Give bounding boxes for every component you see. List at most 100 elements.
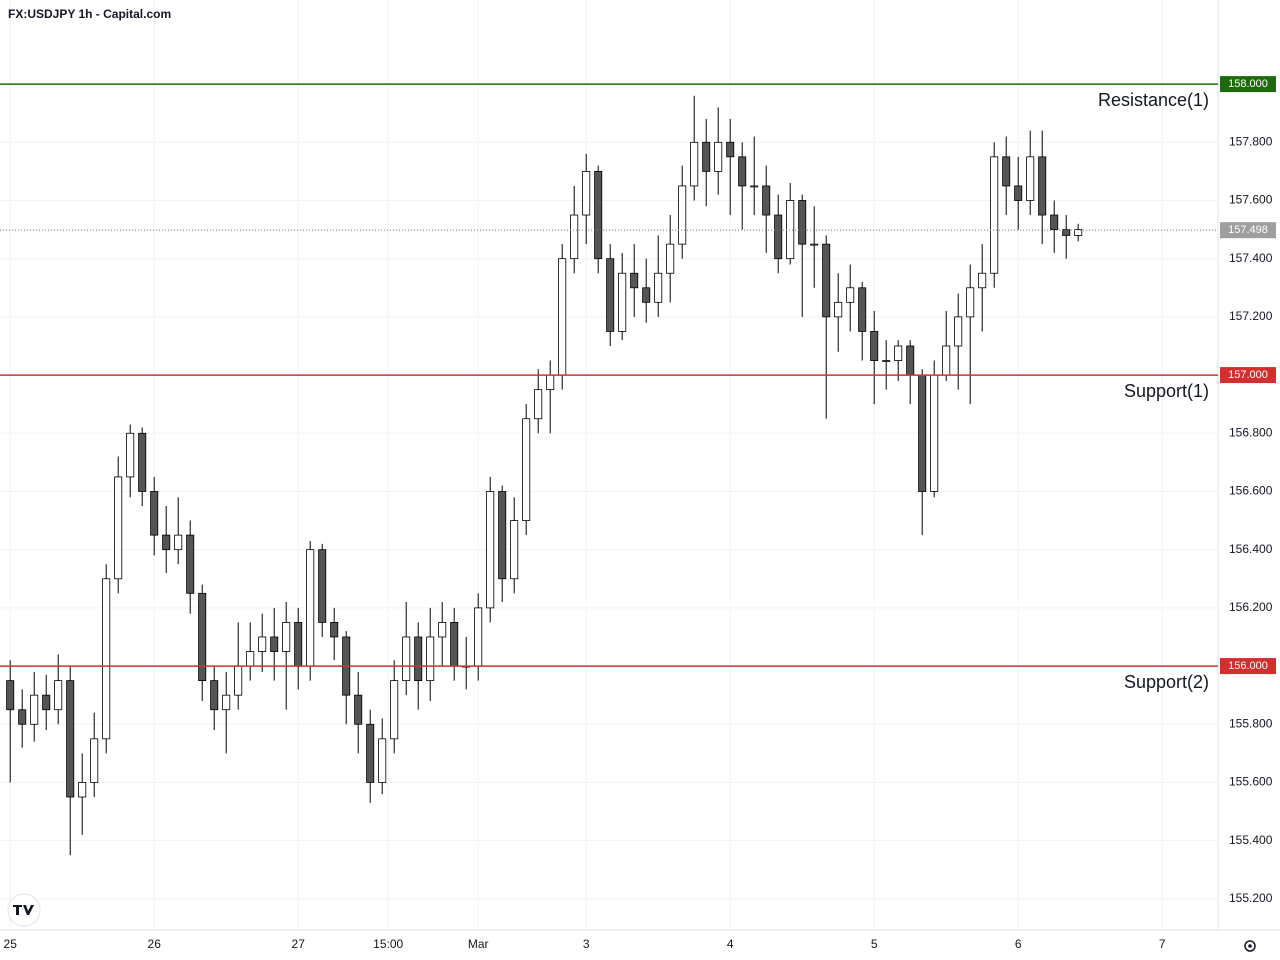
candle-body xyxy=(186,534,195,594)
candle-body xyxy=(114,476,123,580)
candle-body xyxy=(702,141,711,172)
y-tick-label: 155.800 xyxy=(1229,716,1273,730)
candle-body xyxy=(1002,156,1011,187)
logo xyxy=(7,893,41,927)
y-tick-label: 156.800 xyxy=(1229,425,1273,439)
y-tick-label: 155.200 xyxy=(1229,891,1273,905)
candle-body xyxy=(726,141,735,158)
candle-body xyxy=(246,651,255,667)
candle-body xyxy=(834,301,843,318)
candle-body xyxy=(126,432,135,478)
candle-body xyxy=(366,723,375,783)
candle-body xyxy=(354,694,363,725)
candle-body xyxy=(858,287,867,332)
candle-body xyxy=(978,272,987,289)
y-tick-label: 157.600 xyxy=(1229,193,1273,207)
candle-body xyxy=(330,622,339,638)
candle-body xyxy=(1074,229,1083,236)
candle-body xyxy=(690,141,699,187)
marks xyxy=(6,95,1083,856)
candle-body xyxy=(810,243,819,246)
candle-body xyxy=(198,592,207,682)
candle-body xyxy=(678,185,687,245)
candle-body xyxy=(498,491,507,580)
candle-body xyxy=(630,272,639,289)
candle-body xyxy=(318,549,327,623)
x-tick-label: 7 xyxy=(1159,937,1166,951)
x-tick-label: 15:00 xyxy=(373,937,403,951)
candle-body xyxy=(1026,156,1035,201)
candle-body xyxy=(942,345,951,376)
settings-icon[interactable] xyxy=(1244,940,1256,952)
candle-body xyxy=(534,389,543,420)
y-tick-label: 155.600 xyxy=(1229,775,1273,789)
candle-body xyxy=(1014,185,1023,201)
candle-body xyxy=(6,680,15,711)
candle-body xyxy=(714,141,723,172)
candle-body xyxy=(738,156,747,187)
y-tick-label: 156.600 xyxy=(1229,484,1273,498)
candle-body xyxy=(450,622,459,667)
candle-body xyxy=(510,520,519,580)
y-tick-label: 157.200 xyxy=(1229,309,1273,323)
level-name: Support(2) xyxy=(1124,672,1209,692)
y-tick-label: 156.400 xyxy=(1229,542,1273,556)
candle-body xyxy=(270,636,279,652)
candle-body xyxy=(750,185,759,188)
x-tick-label: 4 xyxy=(727,937,734,951)
candle-body xyxy=(102,578,111,740)
candle-body xyxy=(78,782,87,798)
candle-body xyxy=(906,345,915,376)
candle-body xyxy=(582,170,591,216)
last-price-box xyxy=(1220,222,1276,239)
candle-body xyxy=(222,694,231,711)
candle-body xyxy=(474,607,483,667)
y-tick-label: 156.200 xyxy=(1229,600,1273,614)
level-price-box xyxy=(1220,658,1276,675)
candle-body xyxy=(822,243,831,318)
candle-body xyxy=(18,709,27,725)
candle-body xyxy=(306,549,315,667)
y-tick-label: 157.400 xyxy=(1229,251,1273,265)
candle-body xyxy=(558,258,567,376)
candle-body xyxy=(882,360,891,362)
candle-body xyxy=(210,680,219,711)
x-tick-label: Mar xyxy=(468,937,489,951)
candle-body xyxy=(402,636,411,682)
level-price-box xyxy=(1220,76,1276,93)
candle-body xyxy=(666,243,675,274)
level-price-box xyxy=(1220,367,1276,384)
candle-body xyxy=(150,491,159,536)
level-price-label: 158.000 xyxy=(1228,78,1268,90)
candle-body xyxy=(258,636,267,652)
candle-body xyxy=(66,680,75,798)
candle-body xyxy=(162,534,171,551)
candle-body xyxy=(990,156,999,274)
candle-body xyxy=(390,680,399,740)
candle-body xyxy=(894,345,903,361)
chart-title: FX:USDJPY 1h - Capital.com xyxy=(8,7,171,21)
candle-body xyxy=(618,272,627,332)
candle-body xyxy=(1050,214,1059,230)
x-tick-label: 27 xyxy=(292,937,306,951)
level-price-label: 156.000 xyxy=(1228,660,1268,672)
candle-body xyxy=(654,272,663,303)
candle-body xyxy=(966,287,975,318)
candle-body xyxy=(522,418,531,521)
candle-body xyxy=(30,694,39,725)
candle-body xyxy=(774,214,783,260)
candle-body xyxy=(546,374,555,391)
candle-body xyxy=(54,680,63,711)
candle-body xyxy=(606,258,615,332)
candle-body xyxy=(294,622,303,667)
candle-body xyxy=(786,200,795,260)
x-tick-label: 5 xyxy=(871,937,878,951)
candle-body xyxy=(138,432,147,492)
candle-body xyxy=(1062,229,1071,236)
candle-body xyxy=(798,200,807,245)
x-tick-label: 6 xyxy=(1015,937,1022,951)
candle-body xyxy=(174,534,183,551)
candle-body xyxy=(930,374,939,492)
candle-body xyxy=(846,287,855,303)
candle-body xyxy=(234,665,243,696)
